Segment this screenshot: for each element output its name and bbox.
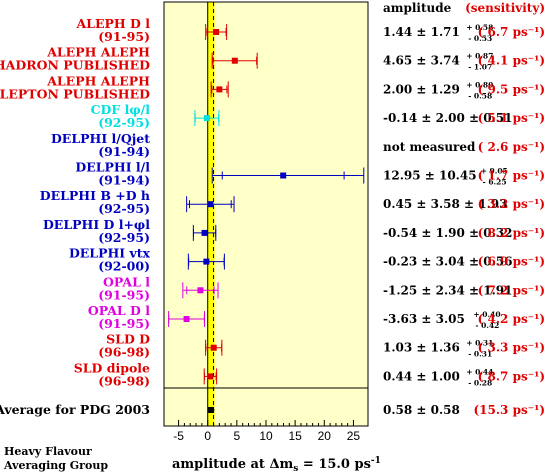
- measurement-years: (91-95): [98, 29, 150, 44]
- sensitivity-value: ( 8.7 ps⁻¹): [478, 369, 545, 383]
- measurement-years: (96-98): [98, 373, 150, 388]
- data-point: [210, 344, 217, 351]
- measurement-years: (91-94): [98, 173, 150, 188]
- data-point: [183, 316, 190, 322]
- data-point: [213, 29, 220, 35]
- sensitivity-value: ( 1.7 ps⁻¹): [478, 169, 545, 183]
- measurement-label: DELPHI vtx: [69, 246, 151, 261]
- x-tick-label-5: 20: [318, 429, 332, 443]
- sensitivity-value: ( 9.5 ps⁻¹): [478, 82, 545, 96]
- average-value: 0.58 ± 0.58: [383, 403, 460, 417]
- measurement-label: OPAL l: [103, 274, 150, 289]
- amplitude-value: 0.45 ± 3.58 ± 1.93: [383, 197, 508, 211]
- x-tick-label-1: 0: [204, 429, 211, 443]
- plot-background: [164, 2, 368, 426]
- measurement-years: (91-95): [98, 316, 150, 331]
- measurement-label: SLD dipole: [74, 360, 150, 375]
- measurement-years: (91-94): [98, 144, 150, 159]
- sensitivity-value: ( 6.9 ps⁻¹): [478, 255, 545, 269]
- amplitude-value: 0.44 ± 1.00: [383, 369, 460, 383]
- x-tick-label-2: 5: [234, 429, 241, 443]
- measurement-label: DELPHI B +D h: [40, 188, 150, 203]
- x-tick-label-0: -5: [173, 429, 184, 443]
- measurement-years: (91-95): [98, 287, 150, 302]
- measurement-label: ALEPH D l: [75, 16, 150, 31]
- measurement-years: (96-98): [98, 345, 150, 360]
- amplitude-value: not measured: [383, 140, 476, 154]
- measurement-label: SLD D: [106, 332, 150, 347]
- syst-minus: - 0.31: [468, 350, 492, 359]
- amplitude-value: 12.95 ± 10.45: [383, 169, 477, 183]
- data-point: [201, 229, 208, 236]
- sensitivity-value: ( 7.2 ps⁻¹): [478, 283, 545, 297]
- measurement-label: DELPHI l/Qjet: [51, 131, 150, 146]
- measurement-years: (92-95): [98, 115, 150, 130]
- syst-minus: - 0.58: [468, 91, 492, 100]
- data-point: [231, 57, 238, 64]
- header-sensitivity: (sensitivity): [465, 1, 545, 15]
- average-label: Average for PDG 2003: [0, 402, 150, 417]
- amplitude-value: -0.54 ± 1.90 ± 0.32: [383, 226, 512, 240]
- average-band: [207, 2, 215, 426]
- data-point: [203, 258, 210, 265]
- data-point: [203, 115, 210, 122]
- syst-plus: + 0.87: [466, 52, 493, 61]
- syst-plus: + 0.44: [466, 367, 493, 376]
- measurement-label: ALEPH ALEPH: [46, 45, 150, 60]
- syst-plus: + 0.80: [466, 80, 493, 89]
- amplitude-value: 1.03 ± 1.36: [383, 341, 460, 355]
- x-tick-label-3: 10: [259, 429, 273, 443]
- measurement-years: (92-95): [98, 201, 150, 216]
- x-tick-label-4: 15: [288, 429, 302, 443]
- syst-minus: - 1.07: [468, 63, 492, 72]
- footer-line-1: Heavy Flavour: [4, 445, 92, 458]
- data-point: [197, 287, 204, 294]
- syst-minus: - 6.25: [483, 178, 507, 187]
- amplitude-value: 1.44 ± 1.71: [383, 25, 460, 39]
- average-point: [208, 407, 215, 413]
- x-tick-label-6: 25: [347, 429, 361, 443]
- syst-plus: + 0.58: [466, 23, 493, 32]
- header-amplitude: amplitude: [383, 1, 452, 15]
- syst-minus: - 0.53: [468, 34, 492, 43]
- average-sensitivity: (15.3 ps⁻¹): [474, 403, 546, 417]
- data-point: [207, 201, 214, 208]
- measurement-label: OPAL D l: [88, 303, 150, 318]
- syst-minus: - 0.42: [475, 321, 499, 330]
- amplitude-value: 4.65 ± 3.74: [383, 54, 460, 68]
- sensitivity-value: ( 4.1 ps⁻¹): [478, 54, 545, 68]
- amplitude-value: -0.23 ± 3.04 ± 0.56: [383, 255, 512, 269]
- footer-line-2: Averaging Group: [3, 459, 108, 472]
- syst-plus: + 0.40: [473, 310, 500, 319]
- amplitude-value: -1.25 ± 2.34 ± 1.91: [383, 283, 512, 297]
- measurement-label: CDF lφ/l: [91, 102, 151, 117]
- sensitivity-value: ( 2.6 ps⁻¹): [478, 140, 545, 154]
- amplitude-value: -3.63 ± 3.05: [383, 312, 465, 326]
- sensitivity-value: ( 8.2 ps⁻¹): [478, 226, 545, 240]
- measurement-label: DELPHI l/l: [75, 160, 150, 175]
- sensitivity-value: ( 3.3 ps⁻¹): [478, 341, 545, 355]
- measurement-years: (92-00): [98, 259, 150, 274]
- x-axis-label: amplitude at Δms = 15.0 ps-1: [172, 456, 381, 473]
- syst-minus: - 0.28: [468, 378, 492, 387]
- measurement-label: ALEPH ALEPH: [46, 73, 150, 88]
- measurement-years: -HADRON PUBLISHED: [0, 58, 150, 73]
- amplitude-value: -0.14 ± 2.00 ± 0.51: [383, 111, 512, 125]
- syst-plus: + 9.05: [481, 167, 508, 176]
- sensitivity-value: ( 4.2 ps⁻¹): [478, 312, 545, 326]
- sensitivity-value: ( 5.1 ps⁻¹): [478, 111, 545, 125]
- data-point: [280, 172, 287, 179]
- sensitivity-value: ( 3.2 ps⁻¹): [478, 197, 545, 211]
- sensitivity-value: ( 6.7 ps⁻¹): [478, 25, 545, 39]
- measurement-years: (92-95): [98, 230, 150, 245]
- measurement-label: DELPHI D l+φl: [43, 217, 150, 232]
- syst-plus: + 0.31: [466, 339, 493, 348]
- amplitude-value: 2.00 ± 1.29: [383, 82, 460, 96]
- measurement-years: -LEPTON PUBLISHED: [0, 86, 150, 101]
- data-point: [207, 373, 214, 380]
- data-point: [216, 86, 223, 93]
